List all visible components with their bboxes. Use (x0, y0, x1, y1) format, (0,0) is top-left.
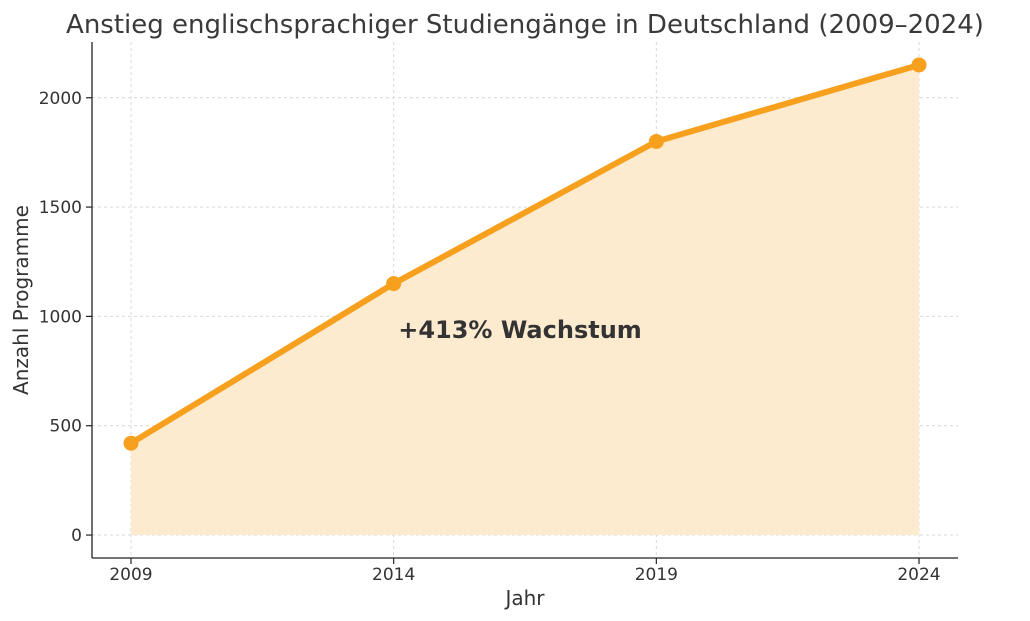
y-tick-label-1500: 1500 (39, 198, 82, 218)
data-point-2009 (123, 435, 139, 451)
growth-annotation: +413% Wachstum (398, 316, 642, 344)
x-tick-label-2014: 2014 (372, 565, 415, 585)
data-point-2024 (911, 57, 927, 73)
series-line (128, 61, 922, 447)
x-tick-label-2009: 2009 (109, 565, 152, 585)
y-tick-label-0: 0 (71, 526, 82, 546)
y-tick-label-500: 500 (50, 417, 82, 437)
data-point-2019 (648, 133, 664, 149)
area-fill (131, 64, 919, 536)
chart-title: Anstieg englischsprachiger Studiengänge … (66, 10, 984, 40)
y-tick-label-1000: 1000 (39, 307, 82, 327)
data-points (123, 57, 927, 451)
y-tick-label-2000: 2000 (39, 89, 82, 109)
x-tick-label-2019: 2019 (635, 565, 678, 585)
y-axis-ticks: 0 500 1000 1500 2000 (39, 89, 92, 546)
x-tick-label-2024: 2024 (897, 565, 940, 585)
data-point-2014 (386, 276, 402, 292)
y-axis-label: Anzahl Programme (9, 205, 33, 395)
x-axis-ticks: 2009 2014 2019 2024 (109, 558, 941, 585)
x-axis-label: Jahr (503, 586, 545, 610)
